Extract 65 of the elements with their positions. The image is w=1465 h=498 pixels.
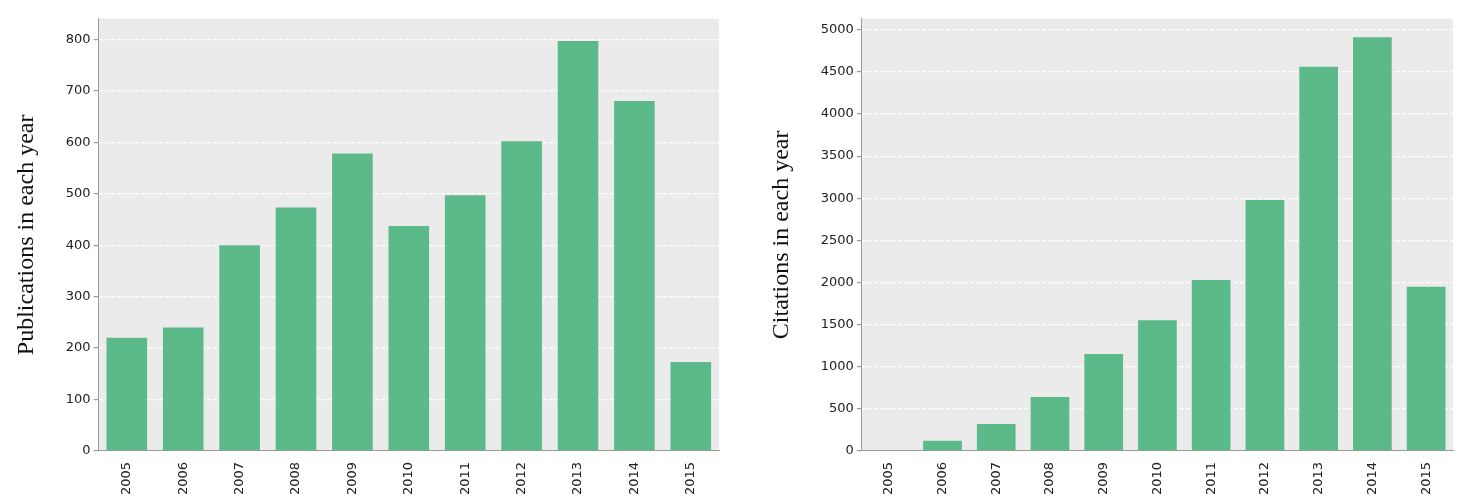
bar: [1030, 397, 1070, 451]
bar: [976, 423, 1016, 451]
bar: [614, 101, 655, 451]
bar: [501, 141, 542, 451]
y-tick-label: 400: [65, 236, 91, 252]
y-tick-label: 200: [65, 339, 91, 355]
bar: [106, 337, 148, 451]
x-tick-label: 2009: [1095, 461, 1111, 496]
bar: [388, 226, 430, 451]
y-tick-label: 3500: [820, 147, 854, 163]
y-tick-label: 2500: [820, 231, 854, 247]
x-tick-label: 2012: [1256, 461, 1272, 496]
x-tick-label: 2013: [1310, 461, 1326, 496]
x-tick-label: 2005: [118, 461, 134, 496]
x-tick-label: 2012: [512, 461, 528, 496]
x-tick-label: 2010: [400, 461, 416, 496]
x-tick-label: 2009: [343, 461, 359, 496]
y-tick-label: 1500: [820, 315, 854, 331]
y-tick-label: 500: [65, 185, 91, 201]
y-tick-label: 700: [65, 82, 91, 98]
x-tick-label: 2010: [1148, 461, 1164, 496]
y-axis-title: Publications in each year: [11, 114, 38, 356]
bar: [1353, 37, 1392, 451]
x-tick-label: 2005: [880, 461, 896, 496]
y-tick-label: 4500: [820, 63, 854, 79]
y-tick-label: 3000: [820, 189, 854, 205]
y-tick-label: 600: [65, 133, 91, 149]
bar: [444, 195, 486, 451]
y-tick-label: 2000: [820, 273, 854, 289]
x-tick-label: 2008: [287, 461, 303, 496]
x-tick-label: 2011: [456, 461, 472, 496]
bar: [1084, 354, 1124, 451]
y-tick-label: 100: [65, 390, 91, 406]
y-tick-label: 4000: [820, 105, 854, 121]
bar: [332, 153, 373, 451]
x-tick-label: 2007: [230, 461, 246, 496]
bar: [275, 207, 317, 451]
bar: [557, 40, 599, 451]
y-tick-label: 0: [845, 442, 854, 458]
x-tick-label: 2015: [1417, 461, 1433, 496]
y-tick-label: 500: [829, 400, 854, 416]
y-axis-title: Citations in each year: [766, 130, 793, 340]
y-tick-label: 800: [65, 30, 91, 46]
x-tick-label: 2007: [987, 461, 1003, 496]
bar: [1191, 279, 1231, 451]
x-tick-label: 2011: [1202, 461, 1218, 496]
x-tick-label: 2006: [174, 461, 190, 496]
y-tick-label: 0: [82, 442, 91, 458]
bar: [1299, 66, 1338, 451]
x-tick-label: 2013: [569, 461, 585, 496]
x-tick-label: 2006: [933, 461, 949, 496]
bar: [923, 440, 962, 451]
x-tick-label: 2015: [682, 461, 698, 496]
x-tick-label: 2008: [1041, 461, 1057, 496]
y-tick-label: 1000: [820, 358, 854, 374]
y-tick-label: 300: [65, 287, 91, 303]
bar: [1138, 320, 1177, 451]
bar: [1406, 286, 1446, 451]
bar: [219, 245, 260, 451]
bar: [162, 327, 204, 451]
bar: [1245, 199, 1285, 451]
bar: [670, 361, 712, 451]
x-tick-label: 2014: [625, 461, 641, 496]
y-tick-label: 5000: [820, 21, 854, 37]
x-tick-label: 2014: [1363, 461, 1379, 496]
